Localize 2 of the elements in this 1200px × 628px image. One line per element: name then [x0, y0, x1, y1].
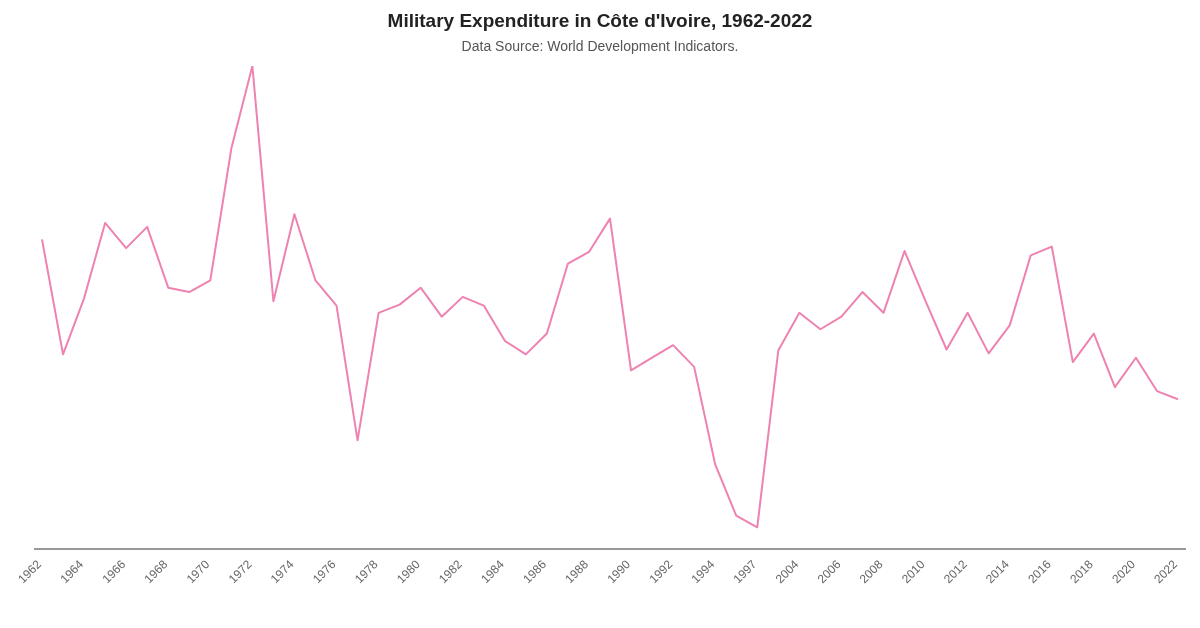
chart-title: Military Expenditure in Côte d'Ivoire, 1962-2022: [386, 9, 814, 32]
chart-subtitle: Data Source: World Development Indicators.: [460, 38, 740, 54]
